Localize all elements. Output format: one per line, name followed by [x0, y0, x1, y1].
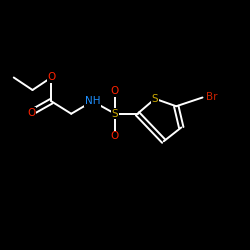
Text: O: O	[27, 108, 36, 118]
Text: O: O	[111, 86, 119, 96]
Text: S: S	[152, 94, 158, 104]
Text: O: O	[47, 72, 55, 83]
Text: O: O	[111, 131, 119, 141]
Text: Br: Br	[206, 92, 218, 102]
Text: NH: NH	[85, 96, 100, 106]
Text: S: S	[112, 109, 118, 119]
